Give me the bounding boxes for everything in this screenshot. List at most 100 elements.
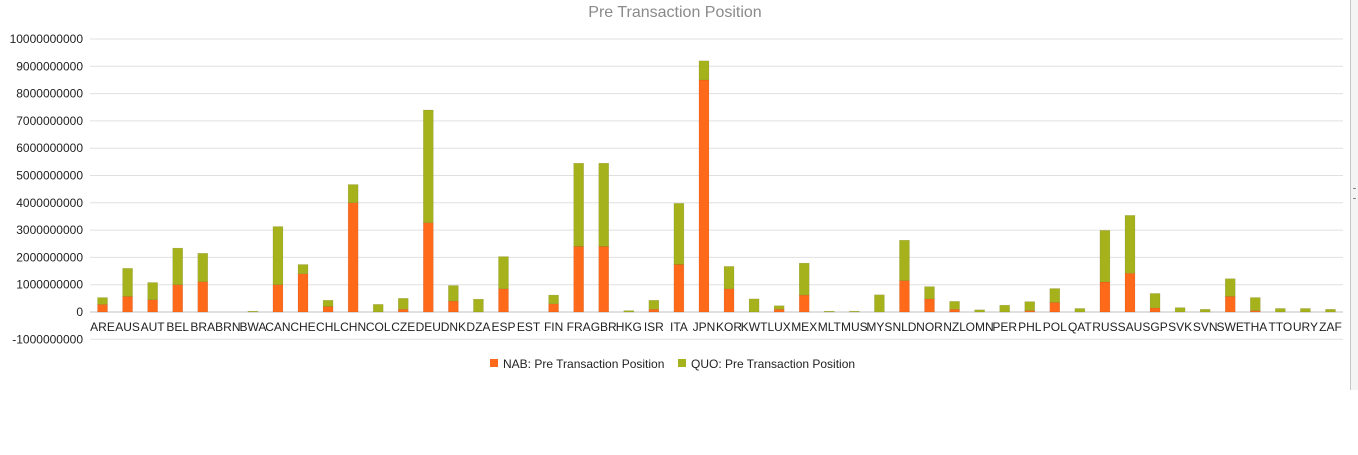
x-tick-label: SGP <box>1142 320 1167 334</box>
bar-quo-swe[interactable] <box>1224 278 1236 297</box>
bar-quo-nzl[interactable] <box>949 301 960 310</box>
bar-quo-che[interactable] <box>297 264 309 275</box>
x-tick-label: DZA <box>466 320 490 334</box>
bar-nab-swe[interactable] <box>1224 296 1236 313</box>
bar-quo-mex[interactable] <box>798 262 810 296</box>
bar-nab-sgp[interactable] <box>1149 307 1161 313</box>
bar-nab-sau[interactable] <box>1124 272 1136 313</box>
bar-quo-per[interactable] <box>999 304 1010 313</box>
bar-quo-pol[interactable] <box>1049 288 1061 303</box>
bar-nab-are[interactable] <box>97 304 108 313</box>
bar-quo-can[interactable] <box>272 226 284 285</box>
bar-quo-ury[interactable] <box>1300 308 1311 313</box>
bar-quo-col[interactable] <box>372 304 384 313</box>
bar-quo-dza[interactable] <box>473 298 484 313</box>
bar-nab-fin[interactable] <box>548 303 559 313</box>
bar-quo-jpn[interactable] <box>698 60 710 81</box>
bar-quo-tto[interactable] <box>1275 308 1286 313</box>
bar-nab-che[interactable] <box>297 273 309 313</box>
bar-nab-deu[interactable] <box>423 222 434 313</box>
bar-quo-deu[interactable] <box>423 109 434 223</box>
bar-nab-kor[interactable] <box>723 288 735 313</box>
x-tick-label: EST <box>517 320 541 334</box>
bar-quo-dnk[interactable] <box>448 285 459 302</box>
bar-quo-ita[interactable] <box>673 203 685 265</box>
bar-quo-zaf[interactable] <box>1325 309 1336 313</box>
bar-quo-are[interactable] <box>97 297 108 305</box>
bar-quo-mlt[interactable] <box>824 310 835 313</box>
bar-quo-nor[interactable] <box>924 286 935 300</box>
bar-nab-can[interactable] <box>272 284 284 313</box>
x-tick-label: MUS <box>841 320 868 334</box>
bar-quo-bel[interactable] <box>172 247 183 285</box>
bar-nab-chl[interactable] <box>322 306 334 313</box>
bar-nab-aus[interactable] <box>122 296 133 313</box>
bar-nab-pol[interactable] <box>1049 302 1061 313</box>
y-tick-label: 8000000000 <box>16 87 83 101</box>
bar-nab-nld[interactable] <box>899 280 910 313</box>
scrollbar-grip-icon[interactable] <box>1353 188 1356 199</box>
bar-quo-isr[interactable] <box>648 300 660 310</box>
bar-quo-chl[interactable] <box>322 300 334 307</box>
x-tick-label: BRA <box>190 320 215 334</box>
bar-quo-lux[interactable] <box>773 305 785 310</box>
bar-quo-fra[interactable] <box>573 162 584 247</box>
x-tick-label: CHN <box>340 320 366 334</box>
bar-quo-sgp[interactable] <box>1149 293 1161 309</box>
bar-nab-aut[interactable] <box>147 299 158 313</box>
bar-quo-svk[interactable] <box>1174 307 1186 313</box>
bar-quo-tha[interactable] <box>1250 297 1261 311</box>
bar-quo-aus[interactable] <box>122 268 133 297</box>
x-tick-label: AUT <box>141 320 166 334</box>
bar-quo-sau[interactable] <box>1124 215 1136 274</box>
bar-quo-mus[interactable] <box>849 310 860 313</box>
bar-quo-nld[interactable] <box>899 239 910 281</box>
bar-quo-phl[interactable] <box>1024 301 1035 311</box>
bar-quo-bra[interactable] <box>197 253 209 282</box>
bar-nab-rus[interactable] <box>1099 281 1111 313</box>
bar-nab-bel[interactable] <box>172 284 183 313</box>
bar-quo-hkg[interactable] <box>623 310 635 313</box>
bar-nab-nor[interactable] <box>924 298 935 313</box>
bar-nab-dnk[interactable] <box>448 300 459 313</box>
bar-quo-cze[interactable] <box>398 298 409 310</box>
bar-quo-kwt[interactable] <box>748 298 760 313</box>
bar-quo-aut[interactable] <box>147 282 158 300</box>
bar-quo-gbr[interactable] <box>598 162 609 247</box>
x-tick-label: CZE <box>391 320 415 334</box>
bar-nab-ita[interactable] <box>673 264 685 313</box>
x-tick-label: TTO <box>1268 320 1292 334</box>
x-tick-label: OMN <box>966 320 994 334</box>
bar-quo-svn[interactable] <box>1199 309 1211 313</box>
bar-quo-bwa[interactable] <box>247 310 259 313</box>
bar-nab-chn[interactable] <box>347 202 359 313</box>
bar-nab-isr[interactable] <box>648 309 660 313</box>
bar-nab-mex[interactable] <box>798 294 810 313</box>
x-tick-label: ZAF <box>1319 320 1342 334</box>
bar-nab-jpn[interactable] <box>698 79 710 313</box>
y-tick-label: 3000000000 <box>16 223 83 237</box>
x-tick-label: ARE <box>90 320 115 334</box>
bar-nab-gbr[interactable] <box>598 246 609 313</box>
x-tick-label: ITA <box>670 320 688 334</box>
bar-nab-lux[interactable] <box>773 309 785 313</box>
bar-nab-nzl[interactable] <box>949 309 960 313</box>
bar-quo-chn[interactable] <box>347 184 359 204</box>
bar-quo-mys[interactable] <box>874 294 885 313</box>
bar-nab-bra[interactable] <box>197 281 209 313</box>
bar-nab-fra[interactable] <box>573 246 584 313</box>
bar-quo-kor[interactable] <box>723 266 735 290</box>
bar-quo-omn[interactable] <box>974 309 985 313</box>
bar-quo-esp[interactable] <box>498 256 509 290</box>
bar-nab-esp[interactable] <box>498 288 509 313</box>
bar-quo-qat[interactable] <box>1074 308 1086 313</box>
legend-swatch-nab <box>490 359 498 367</box>
bar-quo-rus[interactable] <box>1099 230 1111 283</box>
x-tick-label: COL <box>366 320 391 334</box>
bar-quo-fin[interactable] <box>548 294 559 305</box>
bar-nab-cze[interactable] <box>398 309 409 313</box>
x-tick-label: PHL <box>1018 320 1042 334</box>
vertical-scrollbar[interactable] <box>1350 0 1358 390</box>
y-tick-label: 9000000000 <box>16 59 83 73</box>
